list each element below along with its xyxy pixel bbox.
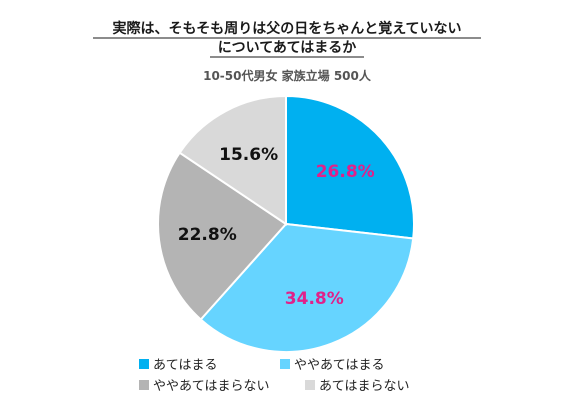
legend-swatch-1	[139, 359, 149, 369]
slice-labels: 26.8% 34.8% 22.8% 15.6%	[178, 145, 375, 309]
slice-label-2: 34.8%	[285, 289, 344, 309]
legend-swatch-2	[280, 359, 290, 369]
legend-label-2: ややあてはまる	[294, 358, 384, 373]
chart-title-line-1: 実際は、そもそも周りは父の日をちゃんと覚えていない	[112, 20, 461, 37]
slice-label-3: 22.8%	[178, 225, 237, 245]
slice-label-1: 26.8%	[316, 162, 375, 182]
chart-title-line-2: についてあてはまるか	[218, 40, 357, 56]
legend-swatch-3	[139, 380, 149, 390]
legend-swatch-4	[305, 380, 315, 390]
legend-label-1: あてはまる	[153, 358, 217, 373]
pie-slice-3	[157, 151, 288, 321]
pie-slices	[157, 94, 415, 353]
chart-subtitle: 10-50代男女 家族立場 500人	[203, 68, 372, 83]
slice-label-4: 15.6%	[219, 145, 278, 165]
pie-slice-1	[285, 94, 415, 240]
legend-label-3: ややあてはまらない	[153, 379, 269, 394]
pie-slice-2	[199, 222, 415, 353]
pie-slice-4	[178, 94, 287, 226]
legend-label-4: あてはまらない	[319, 379, 409, 394]
